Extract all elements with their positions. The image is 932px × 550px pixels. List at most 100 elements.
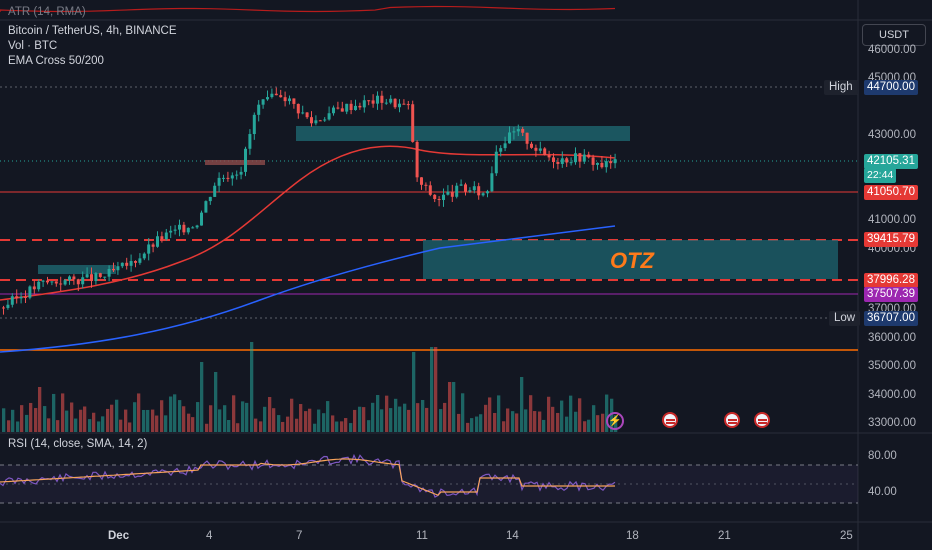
candle-body <box>274 93 278 96</box>
volume-bar <box>443 402 447 432</box>
volume-bar <box>155 415 159 432</box>
candle-body <box>609 161 613 164</box>
candle-body <box>112 268 115 271</box>
volume-bar <box>146 409 150 432</box>
candle-body <box>6 304 10 308</box>
supply-zone <box>296 126 630 141</box>
candle-body <box>59 283 63 285</box>
candle-body <box>406 104 410 106</box>
candle-body <box>46 280 49 283</box>
candle-body <box>147 244 151 254</box>
us-flag-icon[interactable] <box>754 412 770 428</box>
volume-bar <box>475 416 479 432</box>
volume-bar <box>340 421 344 432</box>
volume-bar <box>34 408 38 432</box>
time-tick: 4 <box>206 530 213 542</box>
volume-bar <box>385 395 389 432</box>
candle-body <box>362 100 366 108</box>
candle-body <box>125 262 129 266</box>
volume-bar <box>16 421 20 432</box>
volume-bar <box>412 352 416 432</box>
rsi-legend[interactable]: RSI (14, close, SMA, 14, 2) <box>8 438 148 450</box>
candle-body <box>340 108 344 112</box>
price-tick: 33000.00 <box>868 417 916 429</box>
candle-body <box>499 148 503 152</box>
time-tick: Dec <box>108 530 130 542</box>
volume-bar <box>574 411 578 432</box>
volume-bar <box>61 393 65 432</box>
candle-body <box>288 98 291 102</box>
small-zone <box>205 160 265 165</box>
candle-body <box>81 277 85 285</box>
volume-bar <box>191 417 195 432</box>
volume-bar <box>479 414 483 432</box>
ema-legend[interactable]: EMA Cross 50/200 <box>8 55 104 67</box>
candle-body <box>85 274 89 278</box>
candle-body <box>19 296 23 299</box>
candle-body <box>332 107 335 114</box>
volume-bar <box>209 405 213 432</box>
candle-body <box>72 276 76 280</box>
candle-body <box>384 102 388 104</box>
volume-bar <box>151 409 155 432</box>
time-tick: 7 <box>296 530 303 542</box>
volume-bar <box>214 372 218 432</box>
candle-body <box>28 286 32 298</box>
price-tick: 34000.00 <box>868 389 916 401</box>
demand-zone <box>38 265 116 274</box>
volume-bar <box>353 409 357 432</box>
volume-bar <box>398 406 402 432</box>
candle-body <box>63 280 67 285</box>
candle-body <box>345 103 349 112</box>
volume-bar <box>196 402 200 432</box>
rsi-tick: 80.00 <box>868 450 897 462</box>
volume-bar <box>394 398 398 432</box>
volume-bar <box>416 403 420 432</box>
candle-body <box>208 196 212 202</box>
candle-body <box>116 266 120 271</box>
volume-bar <box>421 399 425 432</box>
candle-body <box>270 93 274 98</box>
candle-body <box>164 232 168 240</box>
volume-bar <box>119 419 123 432</box>
candle-body <box>169 230 173 233</box>
atr-legend[interactable]: ATR (14, RMA) <box>8 6 86 18</box>
volume-bar <box>218 409 222 432</box>
high-price-tag: 44700.00 <box>864 80 918 95</box>
us-flag-icon[interactable] <box>662 412 678 428</box>
otz-zone-label[interactable]: OTZ <box>610 248 654 273</box>
volume-bar <box>38 387 42 432</box>
candle-body <box>574 153 577 163</box>
candle-body <box>235 174 239 176</box>
candle-body <box>182 224 186 233</box>
volume-bar <box>236 423 240 432</box>
candle-body <box>534 147 538 151</box>
candle-body <box>76 279 80 285</box>
volume-bar <box>173 394 177 432</box>
volume-bar <box>520 377 524 432</box>
volume-bar <box>304 411 308 432</box>
us-flag-icon[interactable] <box>724 412 740 428</box>
currency-button[interactable]: USDT <box>862 24 926 46</box>
volume-bar <box>169 396 173 432</box>
candle-body <box>582 154 586 162</box>
symbol-legend[interactable]: Bitcoin / TetherUS, 4h, BINANCE <box>8 25 177 37</box>
volume-bar <box>160 400 164 432</box>
candle-body <box>94 273 98 281</box>
volume-bar <box>241 401 245 432</box>
candle-body <box>600 162 604 168</box>
volume-bar <box>367 420 371 432</box>
ema200-line <box>0 225 616 353</box>
candle-body <box>569 162 573 164</box>
volume-legend[interactable]: Vol · BTC <box>8 40 58 52</box>
flash-icon[interactable]: ⚡ <box>606 412 624 430</box>
volume-bar <box>286 416 290 432</box>
volume-bar <box>250 342 254 432</box>
candle-body <box>261 99 265 105</box>
candle-body <box>424 184 428 186</box>
volume-bar <box>137 393 141 432</box>
volume-bar <box>533 411 537 432</box>
candle-body <box>50 281 54 283</box>
level-tag-37996: 37996.28 <box>864 273 918 288</box>
